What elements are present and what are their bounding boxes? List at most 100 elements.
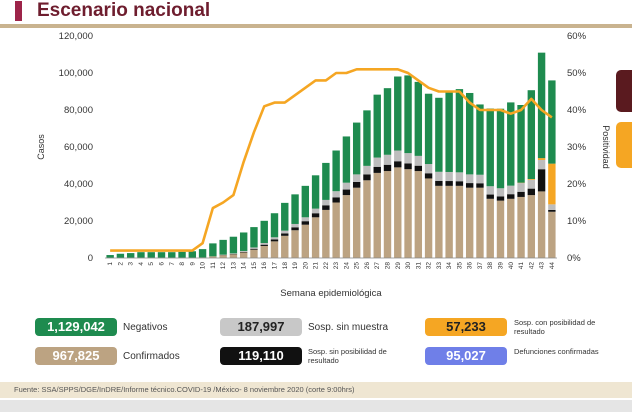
bar-segment: [465, 187, 474, 258]
y2-tick-label: 0%: [567, 253, 581, 264]
x-tick-label: 39: [498, 262, 505, 270]
x-tick-label: 17: [272, 262, 279, 270]
bar-segment: [548, 204, 556, 210]
bar-segment: [455, 185, 464, 258]
bar-segment: [291, 223, 299, 228]
x-tick-label: 5: [148, 262, 155, 266]
bar-segment: [548, 211, 556, 258]
title-text: Escenario nacional: [37, 0, 211, 21]
legend-label: Confirmados: [123, 351, 180, 362]
bar-segment: [250, 247, 258, 249]
bar-segment: [281, 230, 289, 234]
bar-segment: [311, 208, 320, 214]
legend-label: Sosp. con posibilidad de resultado: [514, 318, 596, 336]
bar-segment: [250, 227, 258, 248]
bar-segment: [424, 93, 433, 165]
bar-segment: [239, 252, 248, 258]
x-tick-label: 15: [251, 262, 258, 270]
bar-segment: [404, 163, 412, 170]
bar-segment: [198, 249, 207, 258]
legend-value-box: 1,129,042: [35, 318, 117, 336]
x-tick-label: 20: [302, 262, 309, 270]
x-tick-label: 8: [179, 262, 186, 266]
chart: 0 20,000 40,000 60,000 80,000 100,000 120,000 0…: [36, 31, 611, 299]
bar-segment: [322, 199, 330, 206]
legend-value-box: 57,233: [425, 318, 507, 336]
bar-segment: [342, 195, 351, 258]
x-tick-label: 6: [159, 262, 166, 266]
bar-segment: [537, 169, 546, 192]
bar-segment: [322, 205, 330, 210]
bar-segment: [301, 221, 310, 225]
bar-segment: [311, 213, 320, 218]
bar-segment: [394, 150, 402, 162]
bar-segment: [157, 252, 166, 258]
bar-segment: [291, 194, 299, 224]
bar-segment: [496, 196, 505, 201]
bar-segment: [270, 239, 279, 242]
bar-segment: [342, 182, 351, 190]
side-tab-dark[interactable]: [616, 70, 632, 112]
bar-segment: [219, 255, 227, 258]
bar-segment: [548, 80, 556, 164]
bar-segment: [496, 200, 505, 258]
bar-segment: [352, 122, 361, 175]
bar-segment: [322, 209, 330, 258]
bar-segment: [548, 163, 556, 205]
bar-segment: [445, 185, 453, 258]
bar-segment: [291, 230, 299, 258]
bar-segment: [394, 161, 402, 168]
y2-axis-title: Positividad: [601, 125, 611, 169]
bar-segment: [332, 150, 340, 192]
x-tick-label: 30: [405, 262, 412, 270]
x-tick-label: 37: [477, 262, 484, 270]
x-tick-label: 28: [385, 262, 392, 270]
y-tick-label: 40,000: [64, 179, 93, 190]
bar-segment: [116, 253, 125, 258]
y2-tick-label: 50%: [567, 68, 587, 79]
bar-segment: [445, 92, 453, 172]
y-tick-label: 0: [88, 253, 93, 264]
y-axis-title: Casos: [36, 134, 46, 160]
bar-segment: [414, 165, 423, 172]
bar-segment: [301, 224, 310, 258]
bar-segment: [445, 171, 453, 182]
bar-segment: [363, 110, 371, 166]
bar-segment: [476, 183, 484, 188]
bar-segment: [435, 171, 443, 181]
bar-segment: [465, 183, 474, 188]
bar-segment: [527, 188, 536, 196]
bar-segment: [435, 185, 443, 258]
bar-segment: [383, 171, 392, 258]
bar-segment: [229, 236, 238, 254]
x-tick-label: 10: [200, 262, 207, 270]
bar-segment: [527, 195, 536, 258]
y-tick-label: 80,000: [64, 105, 93, 116]
source-note: Fuente: SSA/SPPS/DGE/InDRE/Informe técni…: [0, 382, 632, 398]
legend-value-box: 95,027: [425, 347, 507, 365]
bar-segment: [465, 92, 474, 175]
x-tick-label: 12: [220, 262, 227, 270]
bar-segment: [363, 165, 371, 175]
bar-segment: [404, 169, 412, 258]
x-tick-label: 27: [374, 262, 381, 270]
x-tick-label: 24: [343, 262, 350, 270]
bar-segment: [507, 102, 515, 186]
bar-segment: [260, 245, 268, 258]
x-tick-label: 7: [169, 262, 176, 266]
bar-segment: [445, 181, 453, 186]
bar-segment: [527, 179, 536, 180]
bar-segment: [301, 185, 310, 218]
x-tick-label: 19: [292, 262, 299, 270]
bar-segment: [455, 181, 464, 186]
x-tick-label: 22: [323, 262, 330, 270]
y-tick-label: 20,000: [64, 216, 93, 227]
legend-label: Sosp. sin muestra: [308, 322, 389, 333]
bar-segment: [352, 187, 361, 258]
bar-segment: [486, 108, 494, 187]
y-tick-label: 120,000: [59, 31, 93, 42]
positividad-line: [110, 68, 553, 252]
bar-segment: [281, 202, 289, 231]
side-tab-orange[interactable]: [616, 122, 632, 168]
